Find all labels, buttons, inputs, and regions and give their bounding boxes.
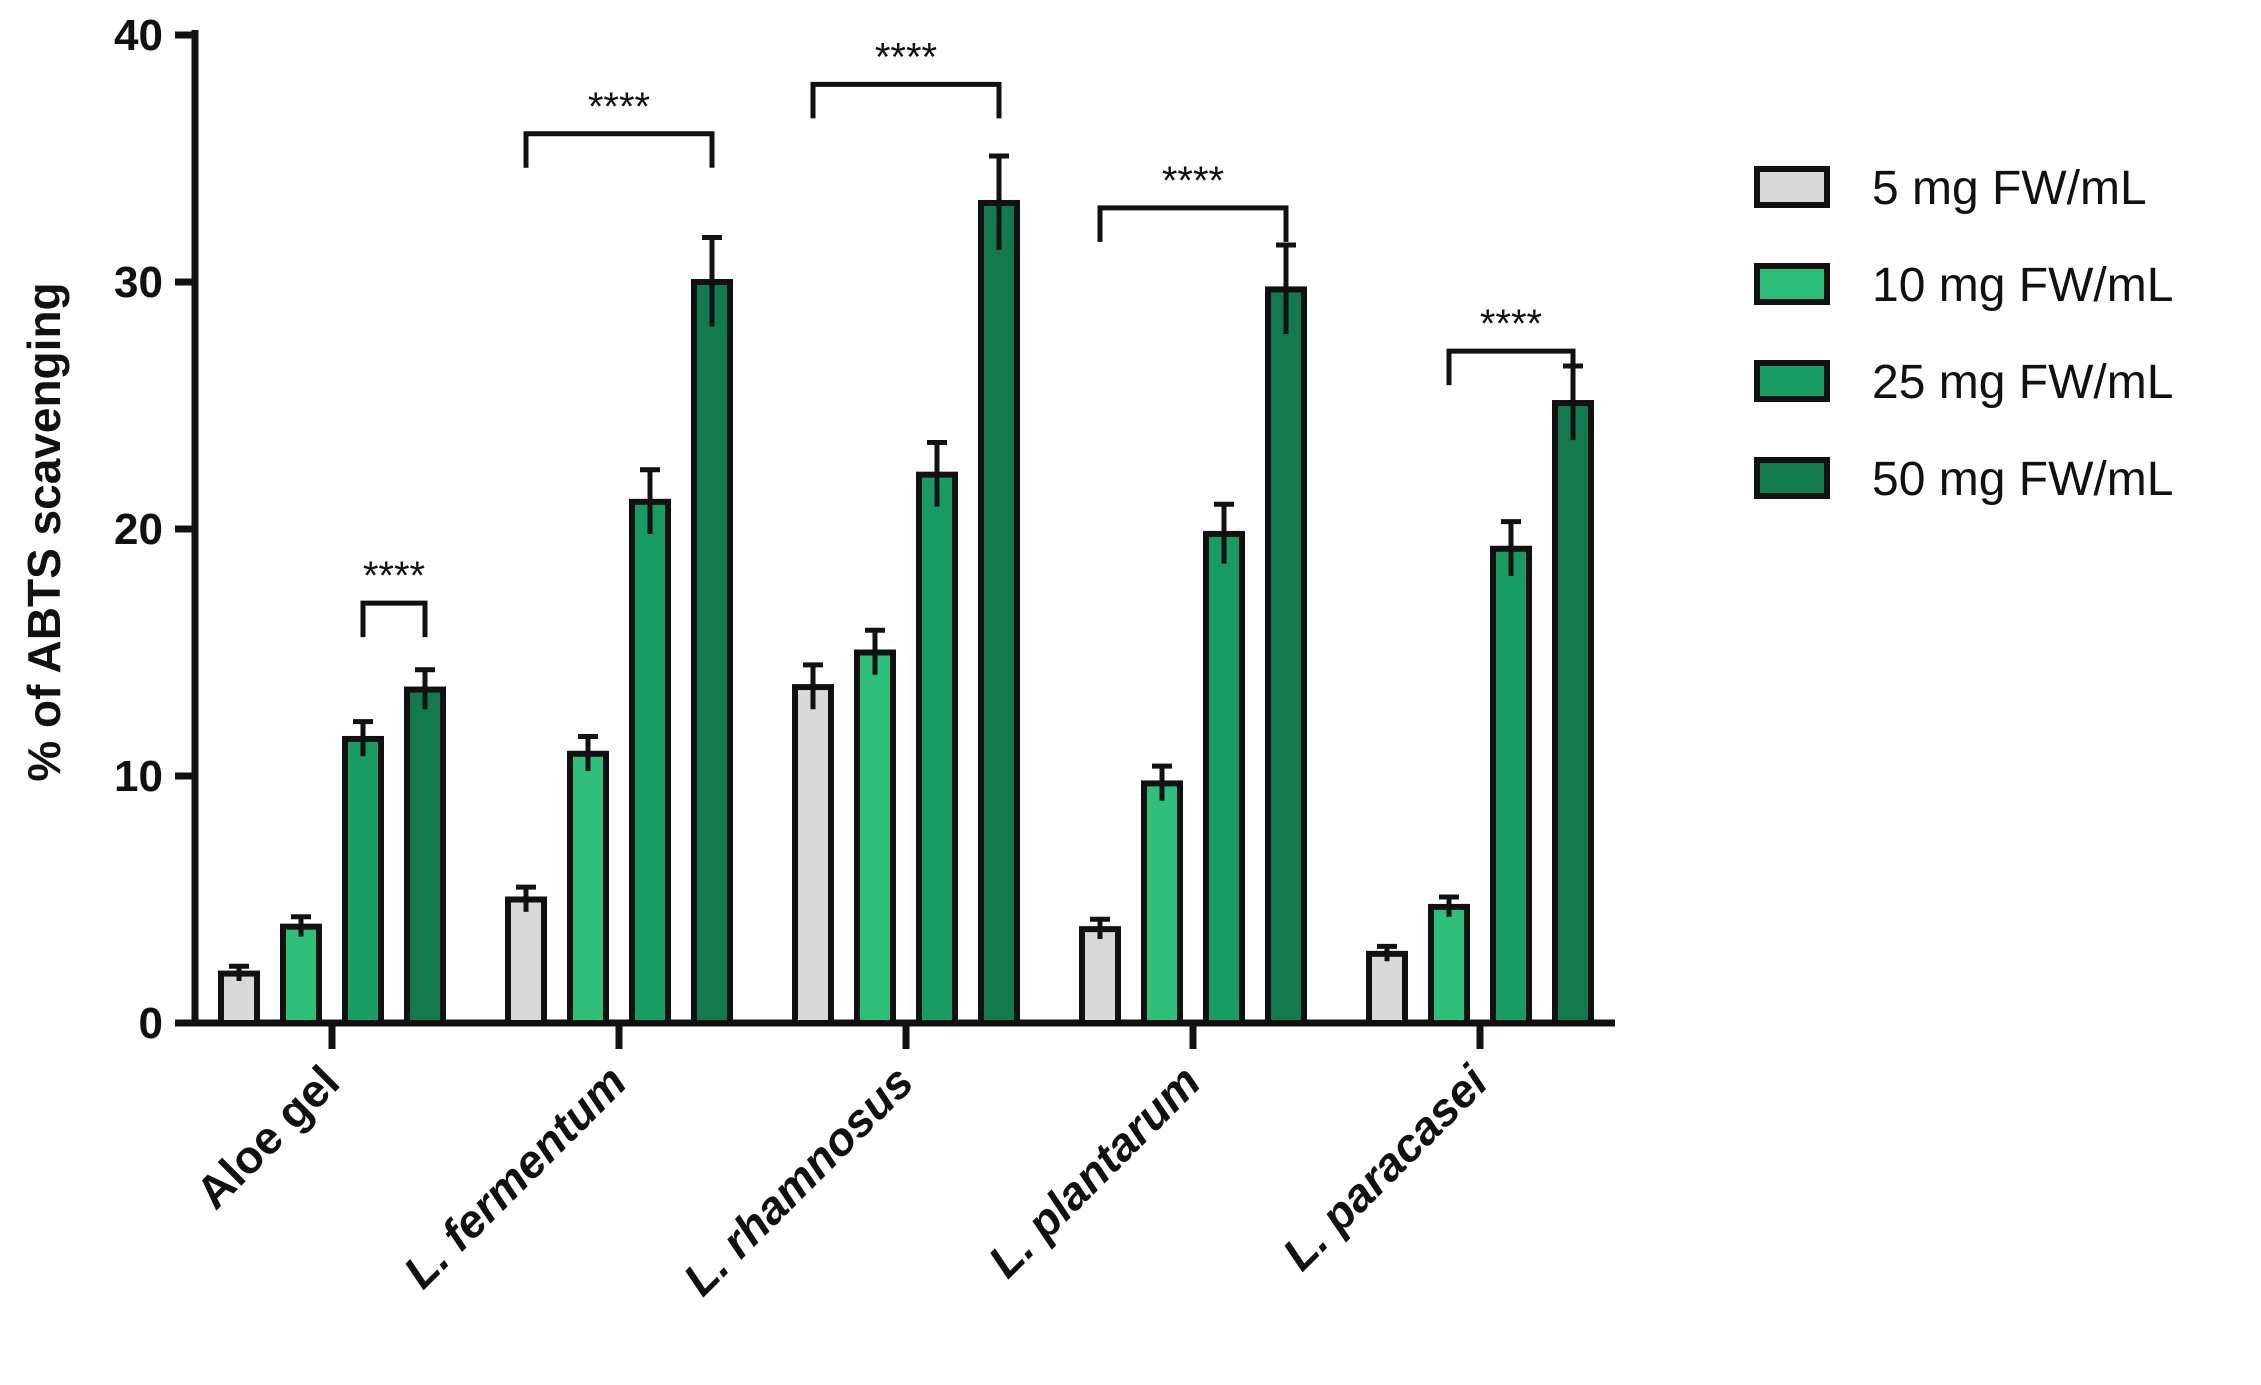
- legend: 5 mg FW/mL 10 mg FW/mL 25 mg FW/mL 50 mg FW…: [1754, 162, 2173, 506]
- bar: [218, 970, 260, 1026]
- significance-bracket: [810, 81, 1002, 119]
- bar: [691, 279, 733, 1026]
- significance-bracket: [1097, 205, 1289, 242]
- bar: [280, 923, 322, 1026]
- significance-label: ****: [588, 85, 650, 129]
- x-tick-label: Aloe gel: [186, 1055, 349, 1218]
- significance-bracket: [1446, 348, 1576, 386]
- bar: [916, 471, 958, 1027]
- y-tick-label: 0: [139, 999, 163, 1048]
- legend-label: 50 mg FW/mL: [1872, 453, 2173, 506]
- bar: [978, 199, 1020, 1026]
- legend-label: 25 mg FW/mL: [1872, 356, 2173, 409]
- y-tick-label: 40: [114, 11, 163, 60]
- bar: [629, 498, 671, 1026]
- x-tick-label: L. rhamnosus: [673, 1055, 923, 1305]
- significance-label: ****: [363, 554, 425, 598]
- y-axis-title: % of ABTS scavenging: [18, 282, 70, 781]
- bar: [1203, 530, 1245, 1026]
- legend-swatch: [1754, 263, 1830, 305]
- legend-swatch: [1754, 457, 1830, 499]
- y-tick-label: 10: [114, 752, 163, 801]
- significance-brackets: **** **** **** **** ****: [360, 35, 1576, 638]
- bar: [1141, 780, 1183, 1026]
- bar: [1490, 545, 1532, 1026]
- significance-bracket: [360, 600, 428, 638]
- legend-label: 10 mg FW/mL: [1872, 259, 2173, 312]
- bar: [1366, 950, 1408, 1027]
- x-tick-label: L. paracasei: [1272, 1054, 1498, 1280]
- bar: [1552, 400, 1594, 1026]
- legend-swatch: [1754, 166, 1830, 208]
- legend-label: 5 mg FW/mL: [1872, 162, 2147, 215]
- significance-label: ****: [875, 35, 937, 79]
- significance-label: ****: [1162, 159, 1224, 203]
- bar: [567, 750, 609, 1027]
- bar: [1079, 926, 1121, 1027]
- y-tick-label: 20: [114, 505, 163, 554]
- x-tick-label: L. fermentum: [393, 1055, 636, 1298]
- x-tick-label: L. plantarum: [978, 1055, 1210, 1287]
- significance-label: ****: [1480, 302, 1542, 346]
- significance-bracket: [523, 131, 715, 168]
- legend-swatch: [1754, 360, 1830, 402]
- bar: [1428, 903, 1470, 1026]
- bar: [792, 684, 834, 1027]
- bar: [342, 735, 384, 1026]
- bars: [218, 153, 1594, 1027]
- bar: [404, 686, 446, 1026]
- bar: [505, 896, 547, 1026]
- bar: [1265, 286, 1307, 1027]
- y-tick-label: 30: [114, 258, 163, 307]
- bar: [854, 649, 896, 1026]
